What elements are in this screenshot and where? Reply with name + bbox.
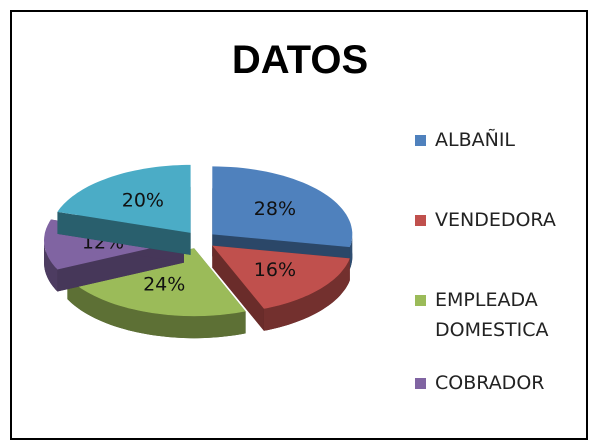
slice-side <box>263 258 350 331</box>
pie-slice: 16% <box>212 245 350 331</box>
legend-swatch <box>415 378 426 389</box>
slice-top <box>212 166 353 248</box>
legend-swatch <box>415 135 426 146</box>
slice-top <box>57 164 191 233</box>
slice-side <box>349 234 353 270</box>
data-label: 28% <box>254 198 296 220</box>
legend-entry: COBRADOR <box>415 368 575 398</box>
slice-side <box>44 240 58 292</box>
slice-wall <box>212 245 264 331</box>
legend-entry: EMPLEADA DOMESTICA <box>415 285 575 345</box>
legend-label: COBRADOR <box>435 372 545 394</box>
chart-title: DATOS <box>231 38 369 82</box>
pie-plot: 28%16%24%12%20% <box>44 164 353 339</box>
slice-top <box>212 245 350 309</box>
data-label: 16% <box>254 259 296 281</box>
legend-swatch <box>415 215 426 226</box>
legend-label: VENDEDORA <box>435 209 556 231</box>
slice-side <box>67 277 246 339</box>
legend-entry: ALBAÑIL <box>415 125 575 155</box>
legend-entry: VENDEDORA <box>415 205 575 235</box>
legend-label: EMPLEADA DOMESTICA <box>435 289 549 341</box>
pie-slice: 20% <box>57 164 191 255</box>
data-label: 20% <box>122 189 164 211</box>
slice-wall <box>57 211 191 255</box>
chart: DATOS 28% 16% 24% 12% 20% ALBAÑIL VENDEDORA EM… <box>10 10 588 440</box>
slice-top <box>67 248 246 317</box>
legend-swatch <box>415 295 426 306</box>
pie-slice: 24% <box>67 248 246 339</box>
data-label: 24% <box>143 273 185 295</box>
legend-label: ALBAÑIL <box>435 129 516 151</box>
